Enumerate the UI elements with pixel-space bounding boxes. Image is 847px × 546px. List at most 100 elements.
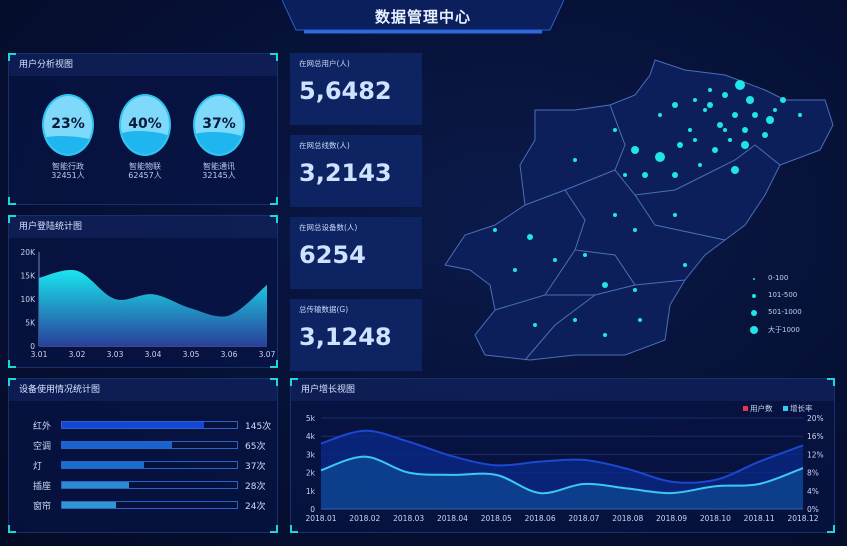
percent-value: 23% [51, 116, 85, 132]
map-data-point [762, 132, 768, 138]
map-data-point [752, 112, 758, 118]
legend-dot-icon [752, 294, 756, 298]
y-left-tick-label: 1k [306, 487, 316, 496]
gauge-label: 智能通讯 32145人 [179, 162, 259, 180]
legend-label: 101-500 [768, 291, 798, 299]
y-right-tick-label: 0% [807, 505, 819, 514]
map-regions [444, 59, 834, 361]
x-tick-label: 3.01 [31, 350, 48, 359]
map-data-point [573, 318, 577, 322]
series-area [321, 456, 803, 509]
device-bar-row: 红外 145次 [33, 419, 273, 432]
map-data-point [722, 92, 728, 98]
map-data-point [633, 228, 637, 232]
map-data-point [773, 108, 777, 112]
percent-gauge: 23% [42, 94, 94, 156]
map-legend-item: 0-100 [750, 274, 830, 284]
stat-value: 3,1248 [299, 323, 392, 351]
bar-track [61, 481, 238, 489]
device-name: 空调 [33, 442, 52, 452]
y-right-tick-label: 12% [807, 450, 824, 459]
map-data-point [703, 108, 707, 112]
map-data-point [655, 152, 665, 162]
stat-value: 5,6482 [299, 77, 392, 105]
map-data-point [633, 288, 637, 292]
stat-label: 在网总设备数(人) [299, 223, 358, 232]
stat-label: 在网总用户(人) [299, 59, 350, 68]
y-tick-label: 15K [21, 272, 37, 281]
y-left-tick-label: 2k [306, 469, 316, 478]
map-data-point [673, 213, 677, 217]
y-tick-label: 20K [21, 248, 37, 257]
map-data-point [717, 122, 723, 128]
growth-area-chart: 0 0% 1k 4% 2k 8% 3k 12% 4k 16% 5k 20% 2018.01 2018.02… [305, 403, 824, 523]
map-data-point [602, 282, 608, 288]
map-data-point [527, 234, 533, 240]
map-data-point [533, 323, 537, 327]
x-tick-label: 2018.08 [612, 514, 643, 523]
title-bar-frame [282, 0, 564, 34]
category-name: 智能行政 [52, 162, 84, 171]
device-bar-row: 灯 37次 [33, 459, 273, 472]
page-title: 数据管理中心 [374, 8, 471, 26]
map-data-point [732, 112, 738, 118]
map-data-point [642, 172, 648, 178]
legend-dot-icon [753, 278, 755, 280]
x-tick-label: 2018.09 [656, 514, 687, 523]
map-data-point [707, 102, 713, 108]
map-data-point [741, 141, 749, 149]
percent-gauge: 37% [193, 94, 245, 156]
bar-fill [62, 422, 204, 428]
x-tick-label: 2018.02 [349, 514, 380, 523]
x-tick-label: 2018.12 [787, 514, 818, 523]
category-name: 智能物联 [129, 162, 161, 171]
y-tick-label: 5K [25, 319, 36, 328]
y-left-tick-label: 4k [306, 432, 316, 441]
map-data-point [672, 102, 678, 108]
series-line [320, 429, 804, 484]
x-tick-label: 2018.05 [481, 514, 512, 523]
region-map [444, 59, 834, 361]
legend-label: 501-1000 [768, 308, 802, 316]
category-count: 32451人 [51, 171, 85, 180]
bar-track [61, 461, 238, 469]
map-data-point [672, 172, 678, 178]
bar-track [61, 421, 238, 429]
bar-track [61, 441, 238, 449]
bar-fill [62, 502, 117, 508]
x-tick-label: 2018.03 [393, 514, 424, 523]
map-data-point [631, 146, 639, 154]
x-tick-label: 3.06 [221, 350, 238, 359]
map-data-point [683, 263, 687, 267]
map-data-point [731, 166, 739, 174]
bar-fill [62, 442, 173, 448]
x-tick-label: 3.07 [259, 350, 276, 359]
map-data-point [698, 163, 702, 167]
login-chart-panel: 用户登陆统计图 0 5K 10K 15K 20K 3.01 3.02 3.03 3.04 3.05… [8, 215, 278, 368]
percent-value: 37% [202, 116, 236, 132]
map-data-point [583, 253, 587, 257]
x-tick-label: 2018.01 [305, 514, 336, 523]
legend-swatch [743, 406, 748, 411]
legend-label: 增长率 [790, 403, 813, 413]
stat-card: 在网总用户(人) 5,6482 [290, 53, 422, 125]
map-data-point [723, 128, 727, 132]
panel-title: 用户登陆统计图 [9, 216, 277, 238]
y-right-tick-label: 20% [807, 414, 824, 423]
map-data-point [493, 228, 497, 232]
map-data-point [677, 142, 683, 148]
y-left-tick-label: 5k [306, 414, 316, 423]
x-tick-label: 2018.07 [568, 514, 599, 523]
panel-title: 设备使用情况统计图 [9, 379, 277, 401]
map-data-point [623, 173, 627, 177]
x-tick-label: 2018.04 [437, 514, 468, 523]
map-data-point [688, 128, 692, 132]
y-right-tick-label: 16% [807, 432, 824, 441]
bar-fill [62, 482, 129, 488]
map-data-point [603, 333, 607, 337]
y-left-tick-label: 0 [310, 505, 315, 514]
legend-label: 0-100 [768, 274, 789, 282]
login-area-chart: 0 5K 10K 15K 20K 3.01 3.02 3.03 3.04 3.05 3.06 3.07 [21, 248, 276, 359]
device-usage-panel: 设备使用情况统计图 红外 145次 空调 65次灯 37次 插座 28次 窗帘 24次 [8, 378, 278, 533]
y-right-tick-label: 8% [807, 469, 819, 478]
